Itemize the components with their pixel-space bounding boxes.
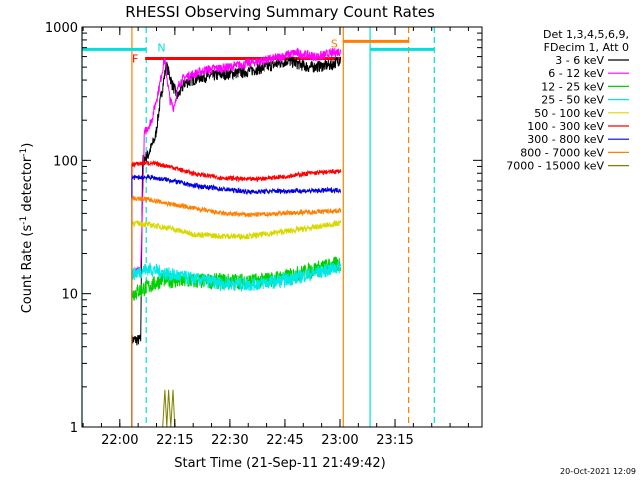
y-axis-label-main: Count Rate (s xyxy=(20,225,35,314)
series-line-6-12-keV xyxy=(131,47,342,427)
x-tick-label-5: 23:15 xyxy=(376,433,413,448)
legend-label-4: 50 - 100 keV xyxy=(534,107,604,120)
series-line-7000-15000-keV xyxy=(162,389,176,428)
series-line-100-300-keV xyxy=(131,159,342,427)
annotation-f: F xyxy=(132,53,138,66)
legend-label-1: 6 - 12 keV xyxy=(548,67,604,80)
series-line-300-800-keV xyxy=(131,174,342,427)
series-line-3-6-keV xyxy=(131,56,342,427)
y-axis-label-mid: detector xyxy=(20,156,35,216)
legend-header-0: Det 1,3,4,5,6,9, xyxy=(543,28,629,41)
x-tick-label-1: 22:15 xyxy=(156,433,193,448)
x-tick-label-3: 22:45 xyxy=(266,433,303,448)
y-axis-label-sup2: -1 xyxy=(19,148,29,157)
timestamp: 20-Oct-2021 12:09 xyxy=(560,467,636,476)
legend-label-3: 25 - 50 keV xyxy=(541,94,604,107)
y-axis: 1 10 100 1000 xyxy=(45,21,482,436)
y-axis-label-sup1: -1 xyxy=(19,216,29,225)
y-axis-label-end: ) xyxy=(20,143,35,148)
legend-label-8: 7000 - 15000 keV xyxy=(506,160,604,173)
y-tick-label-2: 100 xyxy=(53,154,78,169)
legend-header-1: FDecim 1, Att 0 xyxy=(544,41,629,54)
y-tick-label-0: 1 xyxy=(70,421,78,436)
plot-frame xyxy=(81,26,483,428)
legend-label-6: 300 - 800 keV xyxy=(527,133,604,146)
series-line-800-7000-keV xyxy=(131,195,342,427)
y-tick-label-1: 10 xyxy=(61,288,78,303)
legend-label-5: 100 - 300 keV xyxy=(527,120,604,133)
x-axis-label: Start Time (21-Sep-11 21:49:42) xyxy=(174,456,385,471)
x-tick-label-4: 23:00 xyxy=(321,433,358,448)
legend-label-7: 800 - 7000 keV xyxy=(520,146,604,159)
series-line-25-50-keV xyxy=(131,260,342,427)
x-tick-label-0: 22:00 xyxy=(101,433,138,448)
legend-label-0: 3 - 6 keV xyxy=(555,54,604,67)
chart-title: RHESSI Observing Summary Count Rates xyxy=(125,3,435,21)
legend: Det 1,3,4,5,6,9,FDecim 1, Att 03 - 6 keV… xyxy=(506,28,629,173)
plot-area: F N S xyxy=(81,26,483,428)
y-tick-label-3: 1000 xyxy=(45,21,78,36)
series-line-50-100-keV xyxy=(131,219,342,427)
x-axis: 22:00 22:15 22:30 22:45 23:00 23:15 xyxy=(82,27,469,448)
legend-label-2: 12 - 25 keV xyxy=(541,80,604,93)
annotation-n: N xyxy=(157,42,165,55)
y-axis-label: Count Rate (s-1 detector-1) xyxy=(19,143,35,314)
x-tick-label-2: 22:30 xyxy=(211,433,248,448)
annotation-s: S xyxy=(331,38,338,51)
